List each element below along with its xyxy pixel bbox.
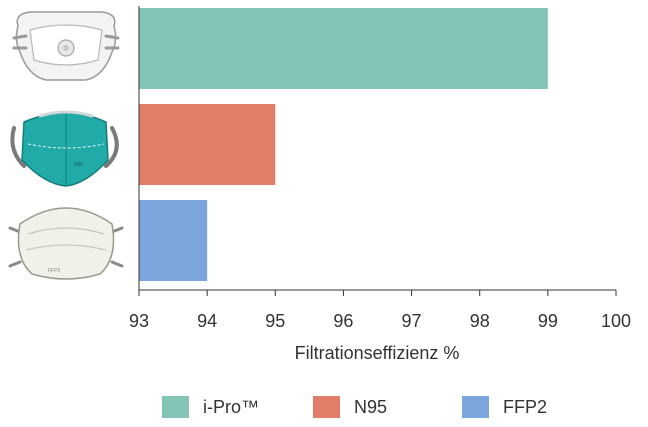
legend: i-Pro™ N95 FFP2 (0, 396, 648, 426)
bar-n95 (139, 104, 276, 185)
legend-swatch-ipro (162, 396, 189, 418)
x-tick-label-96: 96 (333, 311, 353, 331)
x-tick-label-97: 97 (402, 311, 422, 331)
x-tick-label-93: 93 (129, 311, 149, 331)
legend-item-n95: N95 (313, 396, 387, 418)
x-tick-label-95: 95 (265, 311, 285, 331)
x-tick-label-98: 98 (470, 311, 490, 331)
bar-ffp2 (139, 200, 208, 281)
legend-label-ffp2: FFP2 (503, 396, 548, 417)
cup-mask-icon: FFP2 (8, 207, 124, 280)
mask-print-ffp2: FFP2 (48, 268, 60, 274)
x-tick-label-94: 94 (197, 311, 217, 331)
x-tick-label-99: 99 (538, 311, 558, 331)
x-axis-title: Filtrationseffizienz % (295, 343, 460, 363)
legend-label-n95: N95 (354, 396, 388, 417)
legend-label-ipro: i-Pro™ (203, 396, 260, 417)
chart: N95 FFP2 93 94 95 96 97 98 99 100 Filtrationsef… (8, 6, 631, 363)
x-tick-label-100: 100 (601, 311, 631, 331)
kn95-mask-icon: N95 (10, 110, 119, 187)
bar-ipro (139, 8, 548, 89)
legend-item-ffp2: FFP2 (462, 396, 547, 418)
mask-print-n95: N95 (74, 162, 83, 168)
legend-item-ipro: i-Pro™ (162, 396, 259, 418)
legend-swatch-ffp2 (462, 396, 489, 418)
valved-mask-icon (12, 11, 120, 81)
legend-swatch-n95 (313, 396, 340, 418)
